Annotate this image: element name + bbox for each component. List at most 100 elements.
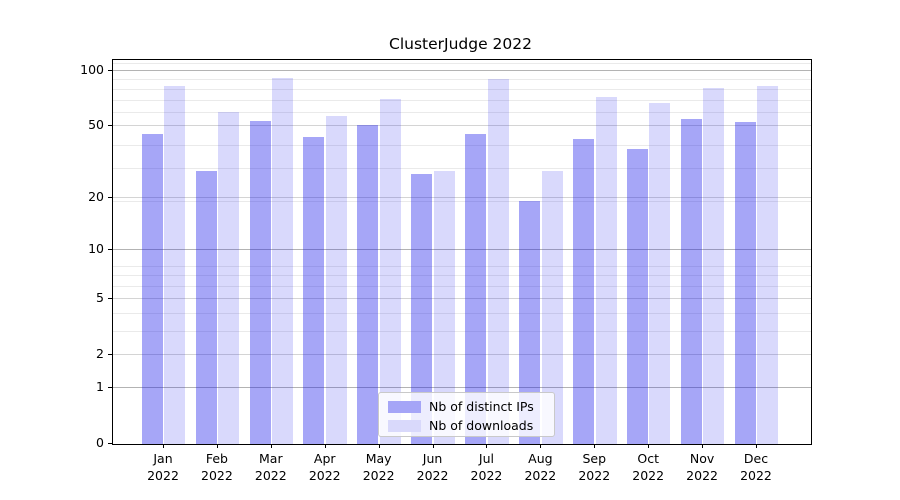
gridline-minor bbox=[112, 79, 811, 81]
x-tick-month: Jul bbox=[478, 451, 494, 466]
x-tick-mark-mar bbox=[270, 443, 272, 448]
x-tick-mark-feb bbox=[216, 443, 218, 448]
bar-aug-distinct-ips bbox=[519, 200, 541, 444]
bar-aug-downloads bbox=[541, 170, 563, 444]
gridline-minor bbox=[112, 63, 811, 65]
legend-label-downloads: Nb of downloads bbox=[429, 418, 534, 434]
bar-sep-distinct-ips bbox=[573, 139, 595, 444]
bar-nov-downloads bbox=[703, 87, 725, 444]
y-tick-mark bbox=[107, 354, 112, 356]
x-tick-mark-may bbox=[378, 443, 380, 448]
x-tick-mark-apr bbox=[324, 443, 326, 448]
gridline-minor bbox=[112, 144, 811, 146]
y-tick-label-5: 5 bbox=[96, 290, 104, 306]
bar-mar-downloads bbox=[272, 77, 294, 444]
y-tick-label-10: 10 bbox=[88, 241, 104, 257]
bar-may-distinct-ips bbox=[357, 125, 379, 444]
x-tick-year: 2022 bbox=[686, 467, 718, 483]
legend-swatch-downloads bbox=[388, 419, 421, 432]
x-tick-month: May bbox=[365, 451, 392, 466]
gridline-mid bbox=[112, 354, 811, 356]
bar-jul-distinct-ips bbox=[465, 133, 487, 444]
x-tick-mark-nov bbox=[702, 443, 704, 448]
bar-feb-downloads bbox=[218, 112, 240, 444]
y-tick-mark bbox=[107, 69, 112, 71]
gridline-minor bbox=[112, 275, 811, 277]
y-tick-mark bbox=[107, 298, 112, 300]
bar-apr-downloads bbox=[325, 116, 347, 444]
gridline-minor bbox=[112, 265, 811, 267]
bar-mar-distinct-ips bbox=[249, 120, 271, 444]
x-tick-year: 2022 bbox=[740, 467, 772, 483]
x-tick-label-dec: Dec 2022 bbox=[721, 451, 791, 484]
bar-oct-downloads bbox=[649, 103, 671, 444]
bar-oct-distinct-ips bbox=[626, 149, 648, 444]
bar-apr-distinct-ips bbox=[303, 137, 325, 444]
gridline-minor bbox=[112, 112, 811, 114]
x-tick-label-nov: Nov 2022 bbox=[667, 451, 737, 484]
gridline-mid bbox=[112, 197, 811, 199]
gridline-minor bbox=[112, 88, 811, 90]
gridline-minor bbox=[112, 313, 811, 315]
gridline-minor bbox=[112, 200, 811, 202]
x-tick-label-feb: Feb 2022 bbox=[182, 451, 252, 484]
x-tick-label-mar: Mar 2022 bbox=[236, 451, 306, 484]
plot-area bbox=[111, 58, 812, 445]
x-tick-month: Jun bbox=[422, 451, 443, 466]
gridline-minor bbox=[112, 168, 811, 170]
x-tick-label-jul: Jul 2022 bbox=[451, 451, 521, 484]
y-tick-mark bbox=[107, 125, 112, 127]
y-tick-label-100: 100 bbox=[80, 61, 104, 77]
legend: Nb of distinct IPs Nb of downloads bbox=[378, 392, 555, 437]
bar-dec-distinct-ips bbox=[734, 122, 756, 444]
gridline-minor bbox=[112, 285, 811, 287]
x-tick-label-oct: Oct 2022 bbox=[613, 451, 683, 484]
x-tick-month: Aug bbox=[528, 451, 553, 466]
bar-jun-downloads bbox=[433, 170, 455, 444]
x-tick-year: 2022 bbox=[632, 467, 665, 483]
x-tick-year: 2022 bbox=[147, 467, 179, 483]
x-tick-month: Mar bbox=[259, 451, 283, 466]
x-tick-month: Jan bbox=[153, 451, 173, 466]
x-tick-label-jan: Jan 2022 bbox=[128, 451, 198, 484]
bar-jan-distinct-ips bbox=[141, 133, 163, 444]
x-tick-month: Feb bbox=[205, 451, 228, 466]
x-tick-mark-aug bbox=[540, 443, 542, 448]
x-tick-year: 2022 bbox=[201, 467, 233, 483]
legend-label-distinct-ips: Nb of distinct IPs bbox=[429, 399, 534, 415]
x-tick-month: Oct bbox=[637, 451, 659, 466]
gridline-minor bbox=[112, 99, 811, 101]
bar-jun-distinct-ips bbox=[411, 173, 433, 444]
x-tick-year: 2022 bbox=[524, 467, 557, 483]
x-tick-month: Dec bbox=[743, 451, 769, 466]
legend-swatch-distinct-ips bbox=[388, 400, 421, 413]
x-tick-mark-oct bbox=[648, 443, 650, 448]
x-tick-mark-jul bbox=[486, 443, 488, 448]
legend-item-downloads: Nb of downloads bbox=[388, 417, 554, 435]
x-tick-label-sep: Sep 2022 bbox=[559, 451, 629, 484]
x-tick-year: 2022 bbox=[308, 467, 341, 483]
legend-item-distinct-ips: Nb of distinct IPs bbox=[388, 398, 554, 416]
bar-nov-distinct-ips bbox=[680, 119, 702, 444]
bar-jan-downloads bbox=[164, 85, 186, 444]
gridline-major bbox=[112, 249, 811, 251]
y-tick-label-0: 0 bbox=[96, 435, 104, 451]
y-tick-label-1: 1 bbox=[96, 379, 104, 395]
bar-dec-downloads bbox=[757, 85, 779, 444]
y-tick-mark bbox=[107, 387, 112, 389]
x-tick-year: 2022 bbox=[470, 467, 503, 483]
y-tick-label-20: 20 bbox=[88, 189, 104, 205]
gridline-mid bbox=[112, 298, 811, 300]
x-tick-label-jun: Jun 2022 bbox=[398, 451, 468, 484]
bar-may-downloads bbox=[379, 98, 401, 444]
x-tick-mark-sep bbox=[594, 443, 596, 448]
y-tick-mark bbox=[107, 443, 112, 445]
gridline-major bbox=[112, 69, 811, 71]
x-tick-year: 2022 bbox=[578, 467, 611, 483]
gridline-minor bbox=[112, 331, 811, 333]
bar-sep-downloads bbox=[595, 97, 617, 444]
chart-title: ClusterJudge 2022 bbox=[389, 35, 532, 53]
y-tick-label-50: 50 bbox=[88, 117, 104, 133]
x-tick-month: Nov bbox=[689, 451, 715, 466]
